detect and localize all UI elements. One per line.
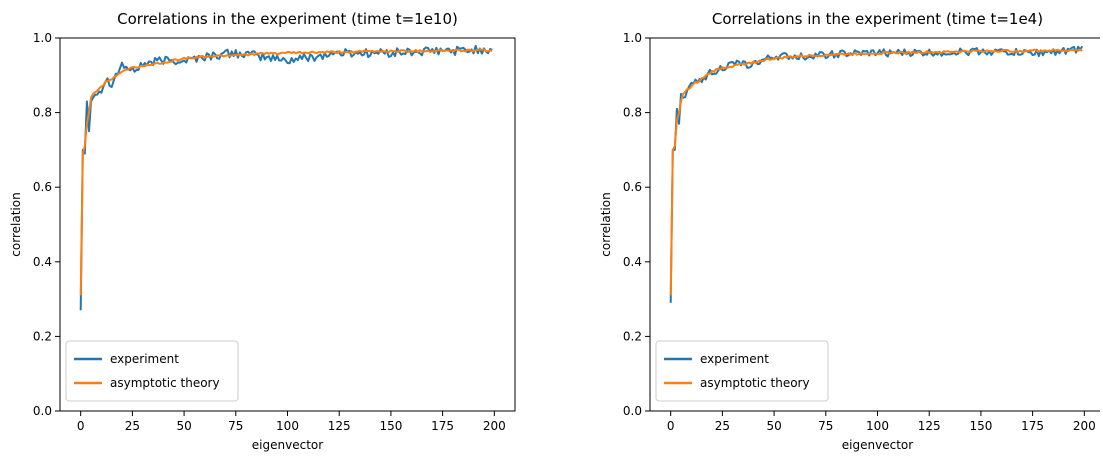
chart-left: Correlations in the experiment (time t=1… bbox=[0, 0, 540, 465]
y-tick-label: 0.2 bbox=[623, 329, 642, 343]
chart-title: Correlations in the experiment (time t=1… bbox=[712, 10, 1043, 28]
chart-right-svg: Correlations in the experiment (time t=1… bbox=[599, 10, 1100, 452]
series-line-experiment bbox=[669, 45, 1084, 303]
x-tick-label: 200 bbox=[1073, 419, 1096, 433]
x-tick-label: 75 bbox=[228, 419, 243, 433]
x-tick-label: 50 bbox=[176, 419, 191, 433]
legend-label-experiment: experiment bbox=[700, 352, 769, 366]
x-tick-label: 25 bbox=[125, 419, 140, 433]
legend-box bbox=[655, 340, 829, 402]
x-tick-label: 100 bbox=[866, 419, 889, 433]
y-tick-label: 0.4 bbox=[623, 255, 642, 269]
x-tick-label: 175 bbox=[1021, 419, 1044, 433]
y-axis-label: correlation bbox=[599, 192, 613, 256]
x-tick-label: 75 bbox=[818, 419, 833, 433]
y-tick-label: 1.0 bbox=[33, 31, 52, 45]
series-line-asymptotic-theory bbox=[669, 48, 1083, 296]
y-tick-label: 0.6 bbox=[33, 180, 52, 194]
x-tick-label: 150 bbox=[969, 419, 992, 433]
y-tick-label: 1.0 bbox=[623, 31, 642, 45]
x-tick-label: 50 bbox=[766, 419, 781, 433]
x-tick-label: 100 bbox=[276, 419, 299, 433]
y-tick-label: 0.2 bbox=[33, 329, 52, 343]
x-tick-label: 200 bbox=[483, 419, 506, 433]
x-axis-label: eigenvector bbox=[842, 438, 913, 452]
x-tick-label: 125 bbox=[918, 419, 941, 433]
x-tick-label: 125 bbox=[328, 419, 351, 433]
series-line-experiment bbox=[79, 44, 493, 311]
chart-title: Correlations in the experiment (time t=1… bbox=[117, 10, 458, 28]
y-tick-label: 0.4 bbox=[33, 255, 52, 269]
y-axis-label: correlation bbox=[9, 192, 23, 256]
x-axis-label: eigenvector bbox=[252, 438, 323, 452]
x-tick-label: 150 bbox=[379, 419, 402, 433]
x-tick-label: 25 bbox=[715, 419, 730, 433]
series-line-asymptotic-theory bbox=[79, 48, 493, 296]
x-tick-label: 0 bbox=[667, 419, 675, 433]
x-tick-label: 0 bbox=[77, 419, 85, 433]
legend-label-asymptotic-theory: asymptotic theory bbox=[110, 376, 220, 390]
chart-right: Correlations in the experiment (time t=1… bbox=[590, 0, 1103, 465]
legend-label-asymptotic-theory: asymptotic theory bbox=[700, 376, 810, 390]
y-tick-label: 0.8 bbox=[623, 106, 642, 120]
legend-label-experiment: experiment bbox=[110, 352, 179, 366]
chart-left-svg: Correlations in the experiment (time t=1… bbox=[9, 10, 516, 452]
y-tick-label: 0.8 bbox=[33, 106, 52, 120]
y-tick-label: 0.6 bbox=[623, 180, 642, 194]
legend-box bbox=[65, 340, 239, 402]
y-tick-label: 0.0 bbox=[33, 404, 52, 418]
x-tick-label: 175 bbox=[431, 419, 454, 433]
y-tick-label: 0.0 bbox=[623, 404, 642, 418]
